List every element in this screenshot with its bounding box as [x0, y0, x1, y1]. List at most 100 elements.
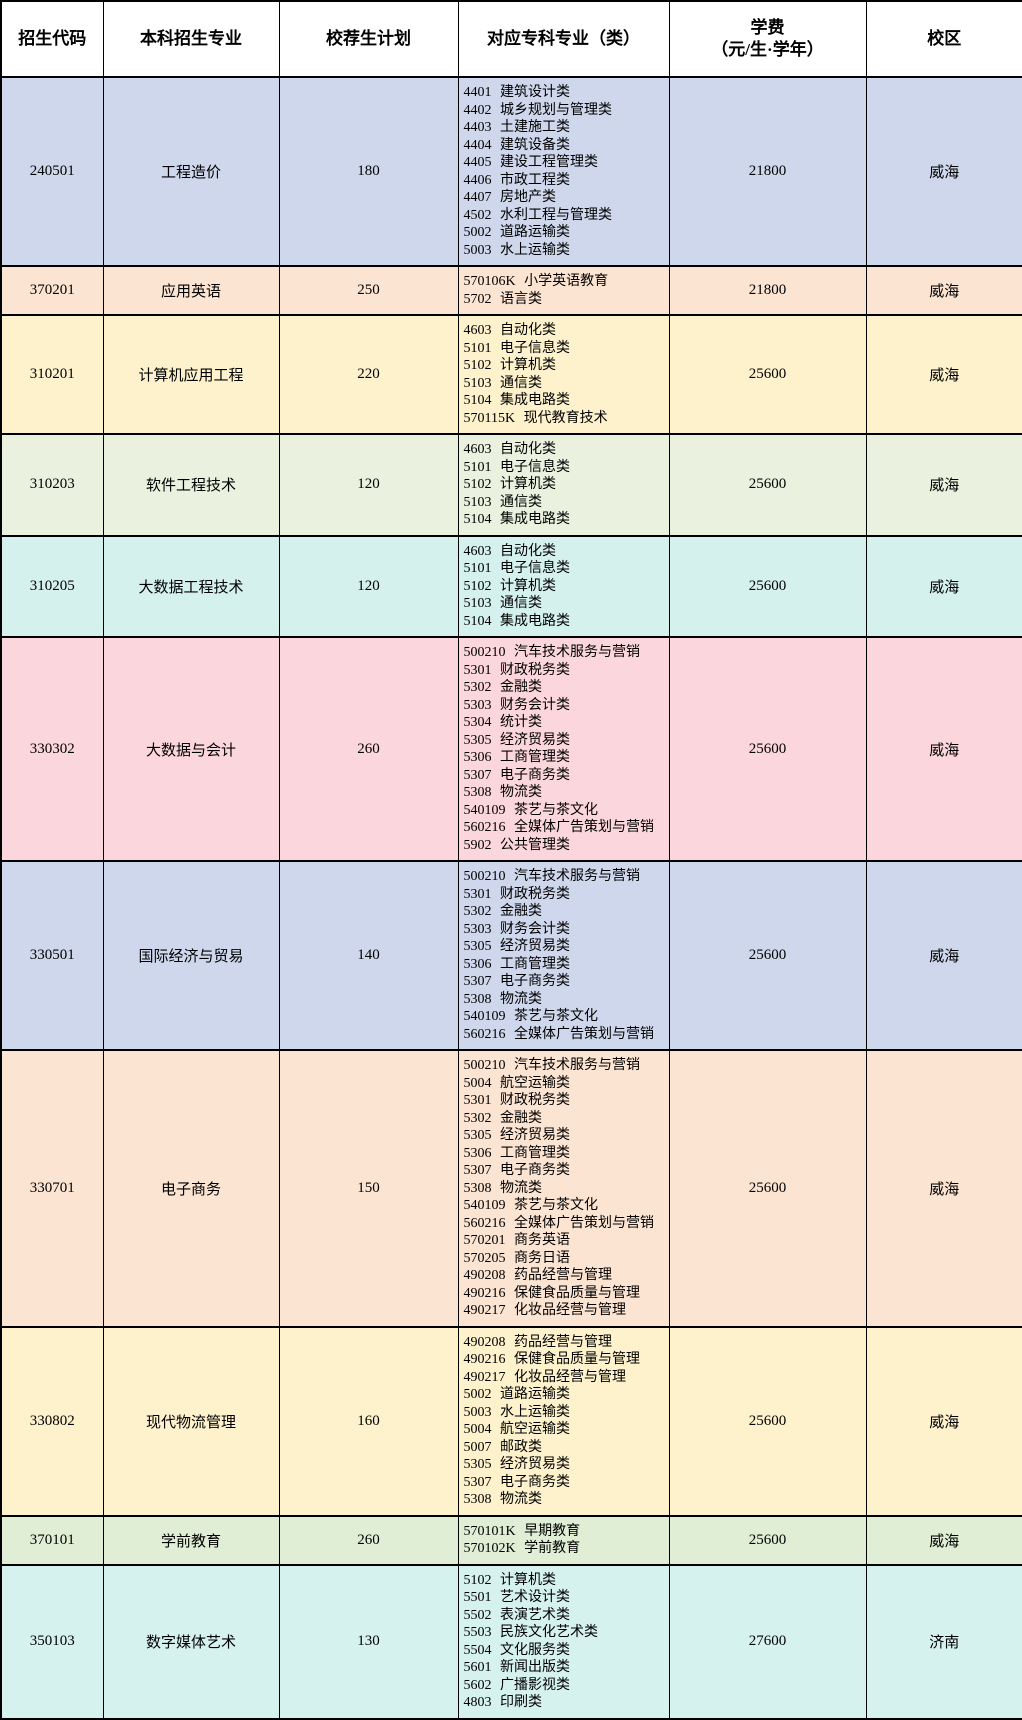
table-row: 310201 计算机应用工程 220 4603 自动化类 5101 电子信息类 51… [0, 314, 1022, 435]
cell-college-majors: 490208 药品经营与管理 490216 保健食品质量与管理 490217 化妆品… [457, 1325, 670, 1517]
college-major-line: 5501 艺术设计类 [463, 1590, 571, 1605]
college-major-line: 500210 汽车技术服务与营销 [463, 869, 641, 884]
cell-plan: 260 [278, 1514, 459, 1566]
college-major-line: 570205 商务日语 [463, 1250, 571, 1266]
college-major-line: 5002 道路运输类 [463, 1387, 571, 1402]
college-major-line: 5502 表演艺术类 [463, 1607, 571, 1623]
college-major-line: 5303 财务会计类 [463, 921, 571, 937]
college-major-line: 5602 广播影视类 [463, 1677, 571, 1693]
header-tuition: 学费 （元/生·学年） [668, 0, 867, 78]
college-major-line: 5308 物流类 [463, 785, 543, 800]
college-major-line: 5301 财政税务类 [463, 662, 571, 678]
table-row: 350103 数字媒体艺术 130 5102 计算机类 5501 艺术设计类 550… [0, 1563, 1022, 1720]
college-major-line: 5102 计算机类 [463, 358, 557, 373]
cell-major: 数字媒体艺术 [102, 1563, 280, 1720]
cell-code: 330802 [0, 1325, 104, 1517]
cell-code: 370201 [0, 265, 104, 316]
college-major-line: 5003 水上运输类 [463, 1404, 571, 1420]
cell-plan: 250 [278, 265, 459, 316]
college-major-line: 4603 自动化类 [463, 323, 557, 338]
college-major-line: 4405 建设工程管理类 [463, 155, 599, 170]
cell-major: 工程造价 [102, 76, 280, 267]
header-row: 招生代码 本科招生专业 校荐生计划 对应专科专业（类） 学费 （元/生·学年） … [0, 0, 1022, 78]
college-major-line: 5503 民族文化艺术类 [463, 1625, 599, 1640]
header-tuition-line1: 学费 [750, 18, 785, 37]
college-major-line: 5302 金融类 [463, 680, 543, 695]
cell-tuition: 25600 [668, 1049, 867, 1328]
college-major-line: 500210 汽车技术服务与营销 [463, 1058, 641, 1073]
cell-plan: 220 [278, 314, 459, 435]
college-major-line: 5102 计算机类 [463, 578, 557, 594]
cell-tuition: 25600 [668, 534, 867, 638]
cell-campus: 威海 [865, 860, 1022, 1051]
college-major-line: 5301 财政税务类 [463, 1093, 571, 1108]
college-major-line: 5303 财务会计类 [463, 697, 571, 713]
cell-tuition: 27600 [668, 1563, 867, 1720]
college-major-line: 5305 经济贸易类 [463, 1457, 571, 1472]
cell-tuition: 25600 [668, 1514, 867, 1566]
college-major-line: 5308 物流类 [463, 1180, 543, 1196]
cell-campus: 威海 [865, 636, 1022, 862]
college-major-line: 540109 茶艺与茶文化 [463, 802, 599, 818]
table-row: 330701 电子商务 150 500210 汽车技术服务与营销 5004 航空运… [0, 1049, 1022, 1328]
college-major-line: 4502 水利工程与管理类 [463, 207, 613, 223]
college-major-line: 5307 电子商务类 [463, 767, 571, 783]
college-major-line: 5306 工商管理类 [463, 956, 571, 972]
cell-code: 240501 [0, 76, 104, 267]
college-major-line: 5601 新闻出版类 [463, 1660, 571, 1675]
cell-tuition: 21800 [668, 76, 867, 267]
college-major-line: 4402 城乡规划与管理类 [463, 102, 613, 118]
table-row: 240501 工程造价 180 4401 建筑设计类 4402 城乡规划与管理类 4… [0, 76, 1022, 267]
college-major-line: 560216 全媒体广告策划与营销 [463, 1026, 655, 1042]
cell-major: 大数据与会计 [102, 636, 280, 862]
college-major-line: 5104 集成电路类 [463, 613, 571, 629]
cell-college-majors: 5102 计算机类 5501 艺术设计类 5502 表演艺术类 5503 民族文化艺术… [457, 1563, 670, 1720]
cell-campus: 威海 [865, 314, 1022, 435]
cell-plan: 260 [278, 636, 459, 862]
college-major-line: 4406 市政工程类 [463, 172, 571, 188]
cell-tuition: 25600 [668, 433, 867, 537]
college-major-line: 4603 自动化类 [463, 543, 557, 559]
cell-major: 现代物流管理 [102, 1325, 280, 1517]
college-major-line: 5702 语言类 [463, 291, 543, 307]
college-major-line: 5007 邮政类 [463, 1439, 543, 1455]
college-major-line: 490216 保健食品质量与管理 [463, 1285, 641, 1301]
college-major-line: 5307 电子商务类 [463, 974, 571, 989]
header-tuition-line2: （元/生·学年） [711, 40, 824, 59]
cell-campus: 威海 [865, 1514, 1022, 1566]
cell-major: 学前教育 [102, 1514, 280, 1566]
cell-college-majors: 4401 建筑设计类 4402 城乡规划与管理类 4403 土建施工类 4404 建筑… [457, 76, 670, 267]
college-major-line: 5307 电子商务类 [463, 1474, 571, 1490]
college-major-line: 5308 物流类 [463, 1492, 543, 1507]
cell-plan: 130 [278, 1563, 459, 1720]
college-major-line: 4603 自动化类 [463, 442, 557, 457]
college-major-line: 4803 印刷类 [463, 1695, 543, 1710]
cell-code: 370101 [0, 1514, 104, 1566]
college-major-line: 490217 化妆品经营与管理 [463, 1303, 627, 1318]
cell-campus: 威海 [865, 1325, 1022, 1517]
cell-tuition: 25600 [668, 636, 867, 862]
college-major-line: 560216 全媒体广告策划与营销 [463, 820, 655, 835]
college-major-line: 5004 航空运输类 [463, 1075, 571, 1091]
table-header: 招生代码 本科招生专业 校荐生计划 对应专科专业（类） 学费 （元/生·学年） … [0, 0, 1022, 78]
cell-plan: 120 [278, 433, 459, 537]
college-major-line: 5101 电子信息类 [463, 561, 571, 576]
cell-tuition: 25600 [668, 1325, 867, 1517]
cell-campus: 威海 [865, 265, 1022, 316]
college-major-line: 4404 建筑设备类 [463, 137, 571, 153]
college-major-line: 4403 土建施工类 [463, 120, 571, 135]
header-code: 招生代码 [0, 0, 104, 78]
college-major-line: 5101 电子信息类 [463, 459, 571, 475]
college-major-line: 5004 航空运输类 [463, 1422, 571, 1437]
table-row: 310203 软件工程技术 120 4603 自动化类 5101 电子信息类 510… [0, 433, 1022, 537]
cell-campus: 威海 [865, 1049, 1022, 1328]
cell-campus: 济南 [865, 1563, 1022, 1720]
college-major-line: 5101 电子信息类 [463, 340, 571, 356]
cell-tuition: 21800 [668, 265, 867, 316]
college-major-line: 570201 商务英语 [463, 1233, 571, 1248]
college-major-line: 5102 计算机类 [463, 477, 557, 492]
table-row: 370101 学前教育 260 570101K 早期教育 570102K 学前教育… [0, 1514, 1022, 1566]
cell-college-majors: 4603 自动化类 5101 电子信息类 5102 计算机类 5103 通信类 5104… [457, 314, 670, 435]
college-major-line: 5902 公共管理类 [463, 837, 571, 853]
